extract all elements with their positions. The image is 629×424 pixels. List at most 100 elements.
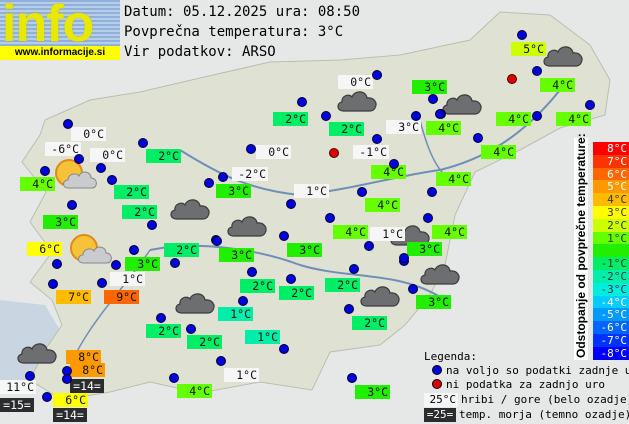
station-marker[interactable] [74, 154, 84, 164]
deviation-scale-cell: -6°C [593, 321, 629, 334]
legend-available-text: na voljo so podatki zadnje ure [446, 364, 629, 377]
station-marker[interactable] [423, 213, 433, 223]
temperature-label: 3°C [216, 184, 251, 198]
hill-temperature-label: 0°C [338, 75, 373, 89]
temperature-label: 6°C [27, 242, 62, 256]
station-marker[interactable] [372, 134, 382, 144]
temperature-label: 4°C [496, 112, 531, 126]
temperature-label: 8°C [70, 363, 105, 377]
station-marker[interactable] [321, 111, 331, 121]
station-marker[interactable] [286, 274, 296, 284]
partly-cloudy-icon [70, 234, 113, 264]
station-marker[interactable] [399, 253, 409, 263]
station-marker[interactable] [286, 199, 296, 209]
station-marker[interactable] [325, 213, 335, 223]
temperature-label: 2°C [279, 286, 314, 300]
station-marker[interactable] [138, 138, 148, 148]
station-marker[interactable] [473, 133, 483, 143]
legend-sea: =25= temp. morja (temno ozadje) [424, 408, 629, 422]
station-marker[interactable] [186, 324, 196, 334]
station-marker[interactable] [297, 97, 307, 107]
deviation-scale-cell: 4°C [593, 193, 629, 206]
station-marker[interactable] [517, 30, 527, 40]
station-marker[interactable] [129, 245, 139, 255]
logo-word: info [2, 0, 94, 53]
station-marker[interactable] [372, 70, 382, 80]
station-marker[interactable] [411, 111, 421, 121]
station-marker[interactable] [52, 259, 62, 269]
station-marker[interactable] [48, 279, 58, 289]
temperature-label: 3°C [43, 215, 78, 229]
station-marker[interactable] [357, 187, 367, 197]
temperature-label: 2°C [187, 335, 222, 349]
station-marker[interactable] [585, 100, 595, 110]
station-marker[interactable] [427, 187, 437, 197]
hill-temperature-label: 0°C [256, 145, 291, 159]
station-marker[interactable] [246, 144, 256, 154]
station-marker-no-data[interactable] [507, 74, 517, 84]
cloudy-icon [225, 212, 267, 237]
temperature-label: 3°C [407, 242, 442, 256]
station-marker[interactable] [204, 178, 214, 188]
temperature-label: 2°C [325, 278, 360, 292]
deviation-scale-cell [593, 244, 629, 258]
station-marker[interactable] [212, 236, 222, 246]
station-marker[interactable] [279, 231, 289, 241]
average-temperature-line: Povprečna temperatura: 3°C [124, 24, 344, 40]
station-marker[interactable] [428, 94, 438, 104]
station-marker[interactable] [532, 66, 542, 76]
station-marker[interactable] [40, 166, 50, 176]
logo-url[interactable]: www.informacije.si [0, 46, 120, 60]
hill-temperature-label: -2°C [232, 167, 268, 181]
station-marker[interactable] [147, 220, 157, 230]
temperature-label: 4°C [20, 177, 55, 191]
legend-no-data-text: ni podatka za zadnjo uro [446, 378, 605, 391]
station-marker[interactable] [344, 304, 354, 314]
station-marker[interactable] [347, 373, 357, 383]
date-time-line: Datum: 05.12.2025 ura: 08:50 [124, 4, 361, 20]
temperature-label: 3°C [125, 257, 160, 271]
legend-hill-text: hribi / gore (belo ozadje) [461, 393, 629, 406]
deviation-scale: 8°C 7°C 6°C 5°C 4°C 3°C 2°C 1°C -1°C -2°C -3°C -4°C… [593, 142, 629, 360]
station-marker[interactable] [67, 200, 77, 210]
station-marker[interactable] [364, 241, 374, 251]
station-marker[interactable] [111, 260, 121, 270]
station-marker[interactable] [170, 258, 180, 268]
station-marker[interactable] [279, 344, 289, 354]
station-marker[interactable] [532, 111, 542, 121]
station-marker-no-data[interactable] [329, 148, 339, 158]
station-marker[interactable] [169, 373, 179, 383]
temperature-label: 2°C [146, 149, 181, 163]
station-marker[interactable] [216, 356, 226, 366]
sea-temperature-label: =14= [70, 379, 104, 393]
station-marker[interactable] [63, 119, 73, 129]
hill-temperature-label: -1°C [353, 145, 389, 159]
temperature-label: 3°C [412, 80, 447, 94]
station-marker[interactable] [218, 172, 228, 182]
deviation-scale-title: Odstopanje od povprečne temperature: [574, 133, 588, 360]
station-marker[interactable] [156, 313, 166, 323]
station-marker[interactable] [62, 374, 72, 384]
station-marker[interactable] [96, 163, 106, 173]
temperature-label: 1°C [218, 307, 253, 321]
temperature-label: 7°C [56, 290, 91, 304]
deviation-scale-cell: -3°C [593, 282, 629, 296]
temperature-label: 4°C [365, 198, 400, 212]
station-marker[interactable] [389, 159, 399, 169]
station-marker[interactable] [435, 109, 445, 119]
station-marker[interactable] [107, 175, 117, 185]
station-marker[interactable] [247, 267, 257, 277]
temperature-label: 3°C [219, 248, 254, 262]
station-marker[interactable] [42, 392, 52, 402]
hill-temperature-label: 0°C [71, 127, 106, 141]
station-marker[interactable] [408, 284, 418, 294]
site-logo[interactable]: info www.informacije.si [0, 0, 120, 60]
temperature-label: 5°C [511, 42, 546, 56]
station-marker[interactable] [349, 264, 359, 274]
deviation-scale-cell: -8°C [593, 346, 629, 360]
station-marker[interactable] [25, 371, 35, 381]
cloudy-icon [418, 260, 460, 285]
legend-available: na voljo so podatki zadnje ure [432, 364, 629, 378]
station-marker[interactable] [238, 296, 248, 306]
station-marker[interactable] [97, 278, 107, 288]
